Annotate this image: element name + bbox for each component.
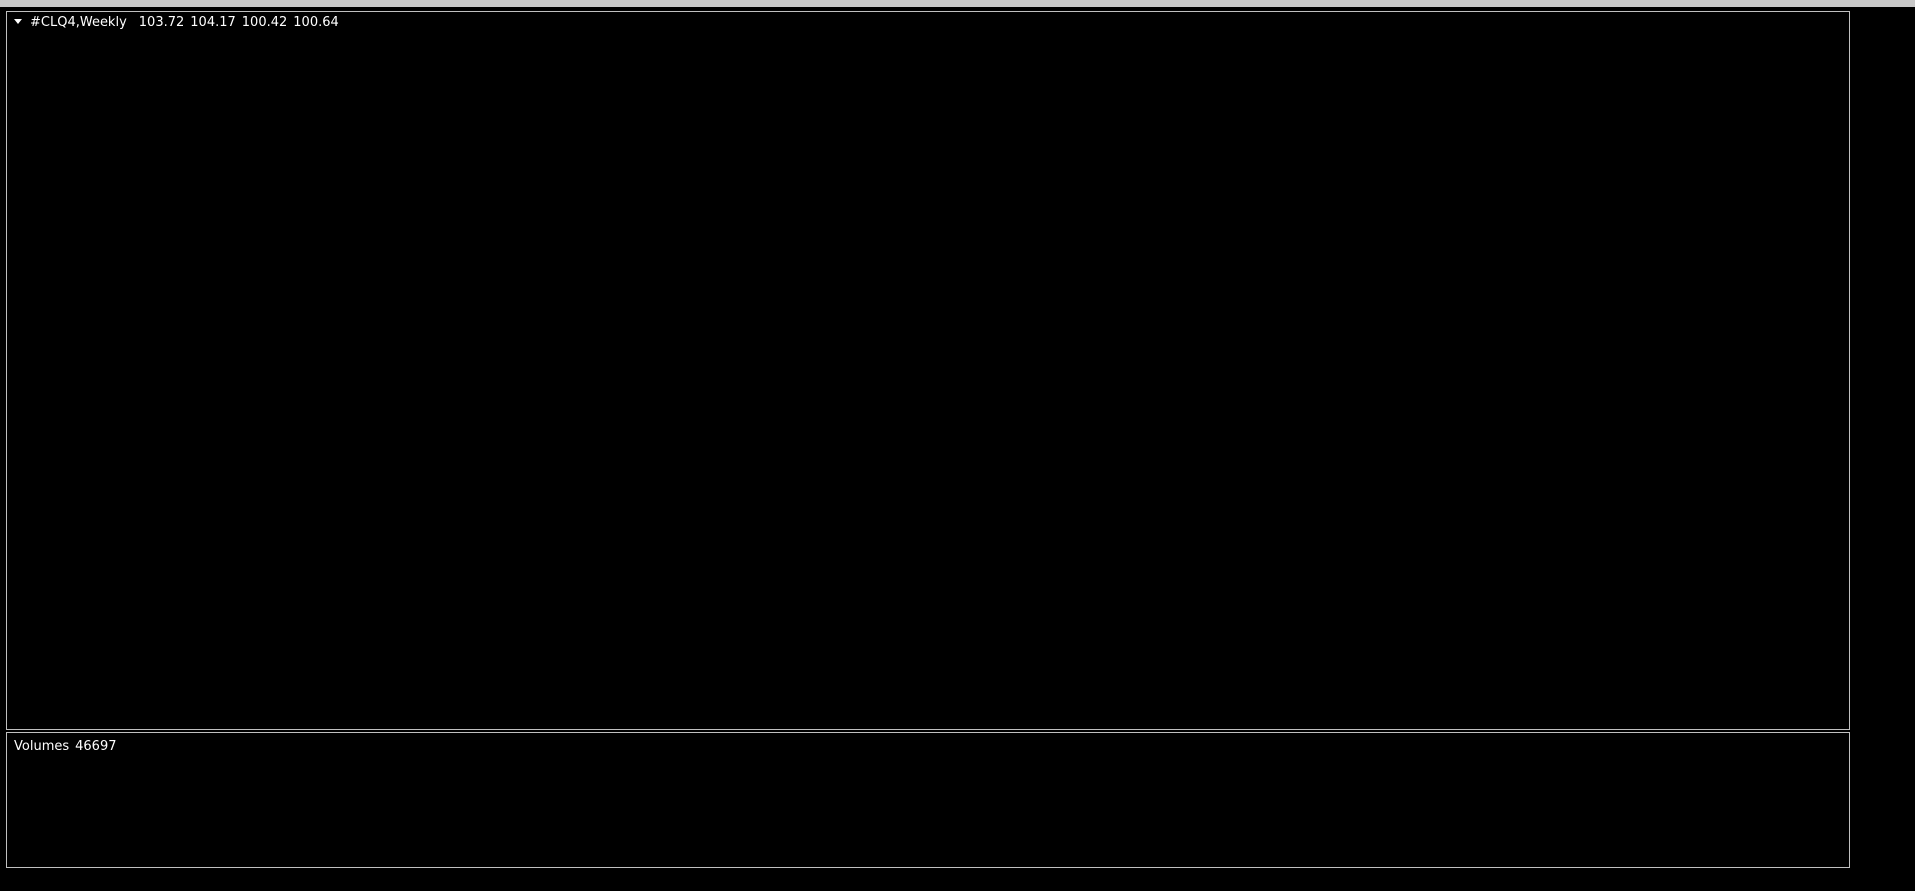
volume-title: Volumes — [14, 739, 69, 754]
header-low: 100.42 — [242, 15, 288, 30]
chart-header: #CLQ4,Weekly 103.72 104.17 100.42 100.64 — [30, 15, 339, 30]
volume-frame — [6, 732, 1850, 868]
symbol-title: #CLQ4,Weekly — [30, 15, 127, 30]
menu-arrow — [14, 19, 22, 24]
header-high: 104.17 — [190, 15, 236, 30]
price-frame — [6, 11, 1850, 730]
volume-current: 46697 — [75, 739, 116, 754]
tab-strip — [0, 0, 1915, 7]
volume-header: Volumes 46697 — [14, 739, 116, 754]
header-close: 100.64 — [293, 15, 339, 30]
header-open: 103.72 — [139, 15, 185, 30]
